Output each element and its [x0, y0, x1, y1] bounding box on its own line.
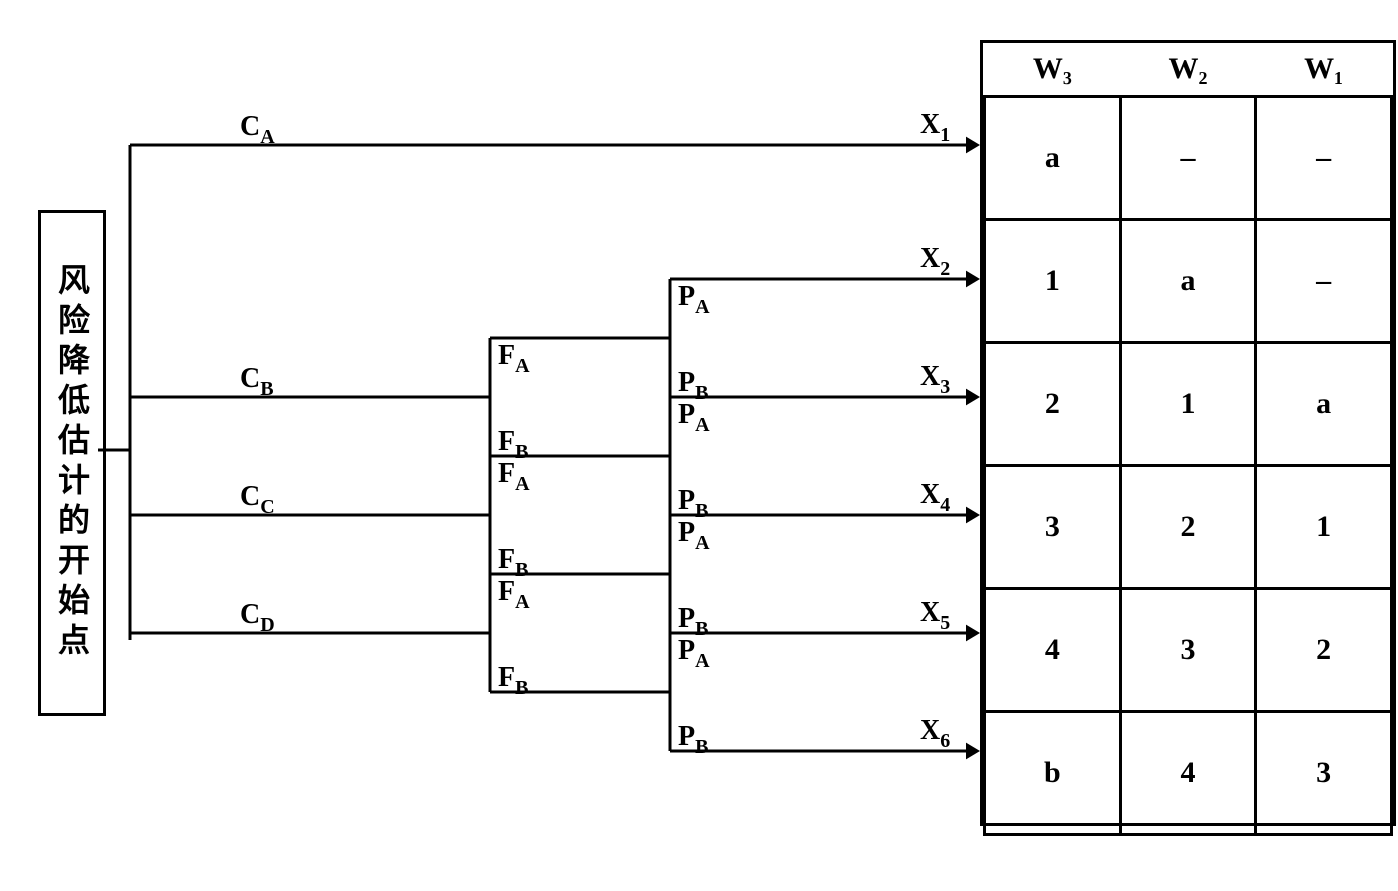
svg-text:CC: CC — [240, 481, 275, 518]
svg-text:FA: FA — [498, 576, 530, 613]
svg-text:FA: FA — [498, 340, 530, 377]
svg-text:PA: PA — [678, 517, 710, 554]
svg-text:X5: X5 — [920, 597, 950, 634]
svg-text:X4: X4 — [920, 479, 950, 516]
svg-text:CD: CD — [240, 599, 275, 636]
svg-text:X6: X6 — [920, 715, 950, 752]
diagram-svg: CAX1CBCCCDFAFBFAFBFAFBPAPBPAPBPAPBPAPBX2… — [20, 20, 1398, 871]
svg-text:CB: CB — [240, 363, 274, 400]
diagram-container: 风险降低估计的开始点 W₃W₂W₁a––1a–21a321432b43 CAX1… — [20, 20, 1398, 871]
svg-text:FA: FA — [498, 458, 530, 495]
svg-text:PA: PA — [678, 399, 710, 436]
svg-text:CA: CA — [240, 111, 275, 148]
svg-text:PA: PA — [678, 281, 710, 318]
svg-text:X1: X1 — [920, 109, 950, 146]
svg-text:PA: PA — [678, 635, 710, 672]
svg-text:X3: X3 — [920, 361, 950, 398]
svg-text:X2: X2 — [920, 243, 950, 280]
